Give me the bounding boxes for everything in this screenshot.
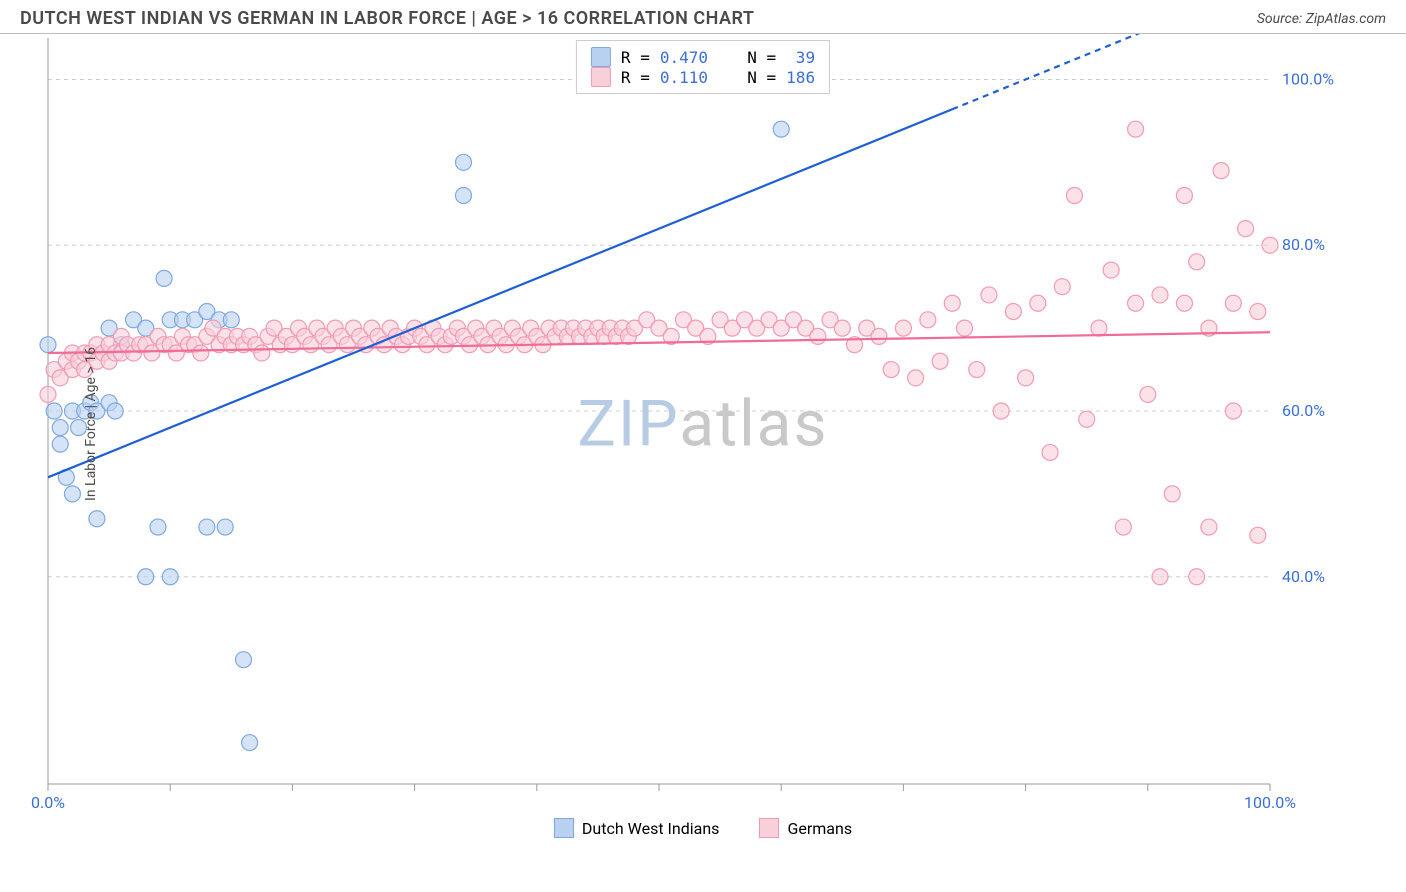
svg-text:80.0%: 80.0% bbox=[1282, 235, 1325, 254]
svg-text:100.0%: 100.0% bbox=[1244, 793, 1296, 812]
r-label: R = bbox=[621, 68, 650, 87]
series-label-pink: Germans bbox=[787, 819, 852, 838]
chart-area: In Labor Force | Age > 16 40.0% 60.0% 80.0… bbox=[20, 34, 1386, 814]
legend-stats-row-blue: R = 0.470 N = 39 bbox=[591, 47, 815, 67]
svg-text:60.0%: 60.0% bbox=[1282, 401, 1325, 420]
legend-item-pink: Germans bbox=[759, 818, 852, 838]
legend-series: Dutch West Indians Germans bbox=[0, 818, 1406, 838]
chart-title: DUTCH WEST INDIAN VS GERMAN IN LABOR FOR… bbox=[20, 8, 754, 29]
legend-stats-row-pink: R = 0.110 N = 186 bbox=[591, 67, 815, 87]
svg-text:0.0%: 0.0% bbox=[31, 793, 65, 812]
legend-item-blue: Dutch West Indians bbox=[554, 818, 720, 838]
scatter-chart: 40.0% 60.0% 80.0% 100.0% 0.0% 100.0% bbox=[20, 34, 1350, 814]
svg-text:100.0%: 100.0% bbox=[1282, 69, 1334, 88]
swatch-pink-sq bbox=[759, 818, 779, 838]
y-axis-label: In Labor Force | Age > 16 bbox=[83, 347, 99, 501]
source-label: Source: ZipAtlas.com bbox=[1257, 11, 1386, 27]
swatch-pink bbox=[591, 67, 611, 87]
n-label: N = bbox=[747, 48, 776, 67]
r-label: R = bbox=[621, 48, 650, 67]
r-value-pink: 0.110 bbox=[660, 68, 708, 87]
series-label-blue: Dutch West Indians bbox=[582, 819, 720, 838]
svg-text:40.0%: 40.0% bbox=[1282, 567, 1325, 586]
r-value-blue: 0.470 bbox=[660, 48, 708, 67]
swatch-blue-sq bbox=[554, 818, 574, 838]
n-label: N = bbox=[747, 68, 776, 87]
n-value-blue: 39 bbox=[786, 48, 815, 67]
n-value-pink: 186 bbox=[786, 68, 815, 87]
swatch-blue bbox=[591, 47, 611, 67]
legend-stats: R = 0.470 N = 39 R = 0.110 N = 186 bbox=[576, 40, 830, 94]
